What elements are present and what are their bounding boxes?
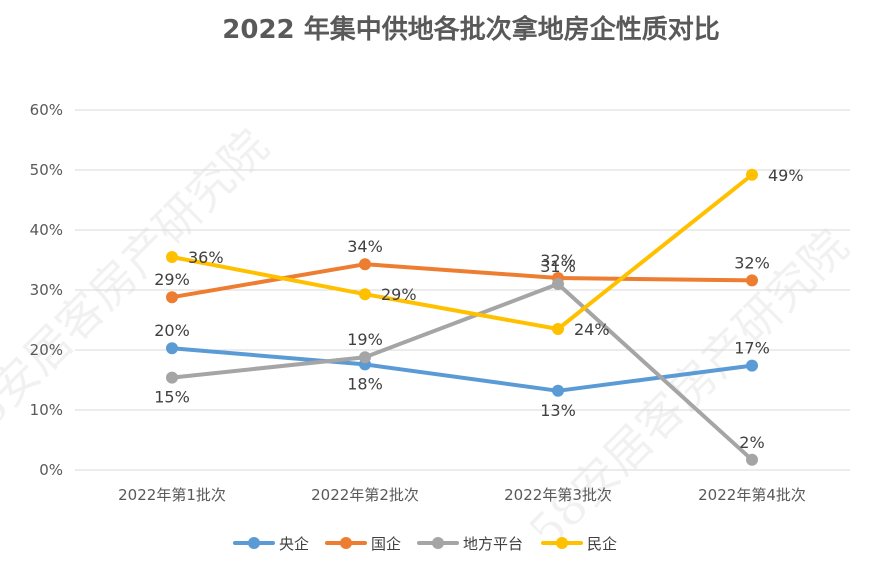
data-point [166, 371, 178, 384]
series-4 [166, 168, 758, 335]
legend-swatch-marker [340, 537, 352, 549]
data-label: 32% [540, 251, 576, 270]
data-point [552, 384, 564, 397]
series-line [170, 262, 754, 300]
data-label: 19% [347, 330, 383, 349]
x-axis: 2022年第1批次 2022年第2批次 2022年第3批次 2022年第4批次 [118, 486, 806, 504]
x-tick-label: 2022年第3批次 [504, 486, 612, 504]
data-point [359, 351, 371, 364]
y-tick-label: 40% [30, 221, 63, 239]
y-axis: 0% 10% 20% 30% 40% 50% 60% [30, 101, 63, 479]
data-label: 2% [739, 433, 764, 452]
data-point [552, 278, 564, 290]
legend-item: 地方平台 [417, 535, 523, 553]
data-point [166, 342, 178, 355]
data-point [359, 258, 371, 271]
legend: 央企 国企 地方平台 民企 [233, 535, 617, 553]
data-label: 31% [540, 257, 576, 276]
x-tick-label: 2022年第4批次 [698, 486, 806, 504]
series-2 [166, 258, 758, 304]
chart-title: 2022 年集中供地各批次拿地房企性质对比 [222, 14, 719, 45]
y-tick-label: 10% [30, 401, 63, 419]
x-tick-label: 2022年第1批次 [118, 486, 226, 504]
series-line [170, 282, 754, 462]
data-point [746, 168, 758, 181]
y-tick-label: 30% [30, 281, 63, 299]
data-label: 36% [188, 248, 224, 267]
data-point [552, 323, 564, 335]
y-tick-label: 60% [30, 101, 63, 119]
series-3 [166, 278, 758, 466]
legend-item: 央企 [233, 535, 309, 553]
data-point [746, 274, 758, 287]
data-label: 13% [540, 401, 576, 420]
x-tick-label: 2022年第2批次 [311, 486, 419, 504]
y-tick-label: 20% [30, 341, 63, 359]
legend-swatch-marker [432, 537, 444, 549]
series-layer [166, 168, 758, 466]
legend-swatch-marker [248, 537, 260, 549]
legend-label: 央企 [279, 535, 309, 553]
legend-label: 民企 [587, 535, 617, 553]
gridlines [75, 109, 850, 471]
legend-item: 民企 [541, 535, 617, 553]
legend-item: 国企 [325, 535, 401, 553]
data-label: 17% [734, 339, 770, 358]
data-point [166, 291, 178, 304]
data-label: 15% [154, 388, 190, 407]
data-label: 34% [347, 237, 383, 256]
data-point [746, 359, 758, 372]
legend-label: 国企 [371, 535, 401, 553]
data-label: 18% [347, 374, 383, 393]
data-point [359, 288, 371, 301]
data-label: 29% [381, 285, 417, 304]
data-label: 24% [574, 320, 610, 339]
data-point [166, 251, 178, 263]
y-tick-label: 0% [39, 461, 63, 479]
data-label: 29% [154, 270, 190, 289]
series-line [170, 172, 754, 331]
data-label: 32% [734, 253, 770, 272]
data-label: 49% [768, 166, 804, 185]
data-point [746, 453, 758, 466]
series-line [170, 346, 754, 393]
y-tick-label: 50% [30, 161, 63, 179]
legend-label: 地方平台 [463, 535, 523, 553]
data-labels: 20% 18% 13% 17% 29% 34% 32% 32% 15% 19% 31% 2% 36% 29… [154, 166, 803, 452]
data-label: 20% [154, 321, 190, 340]
legend-swatch-marker [556, 537, 568, 549]
